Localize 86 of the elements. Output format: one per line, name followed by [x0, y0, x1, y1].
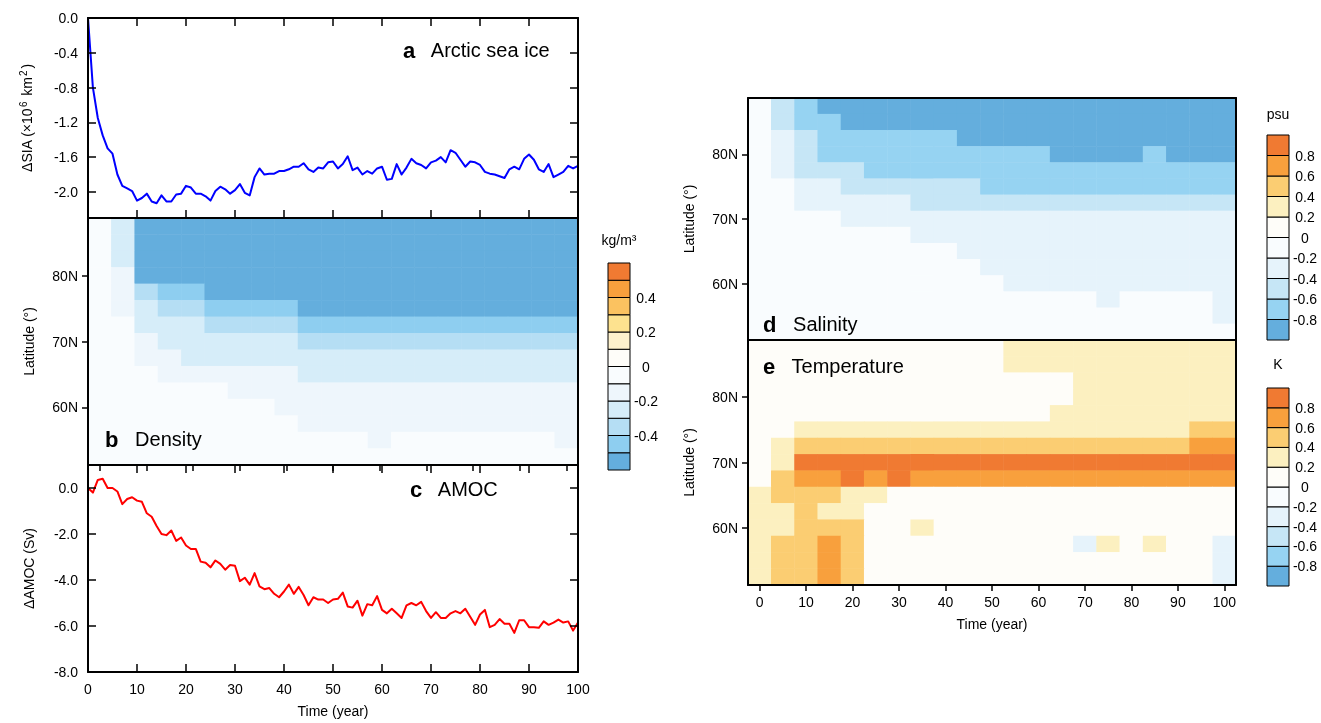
text: Density: [118, 428, 202, 450]
x-tick-label: 0: [755, 594, 764, 610]
color-bar-label: -0.6: [1292, 291, 1318, 307]
x-tick-label: 20: [844, 594, 861, 610]
color-bar-title: K: [1273, 356, 1284, 372]
color-bar-label: -0.6: [1292, 538, 1318, 555]
x-tick-label: 70: [1077, 594, 1093, 610]
y-tick-label: 80N: [52, 267, 78, 284]
x-tick-label: 80: [472, 681, 488, 697]
color-bar-label: 0.2: [1295, 459, 1315, 476]
x-tick-label: 90: [1170, 594, 1186, 610]
x-tick-label: 50: [984, 594, 1000, 610]
color-bar-label: 0.4: [1295, 188, 1315, 205]
color-bar-label: 0.6: [1295, 168, 1315, 184]
x-tick-label: 30: [891, 594, 908, 610]
y-tick-label: -4.0: [53, 572, 79, 588]
x-tick-label: 40: [937, 594, 954, 610]
y-tick-label: -1.2: [53, 114, 79, 131]
y-tick-label: 70N: [52, 333, 78, 350]
x-tick-label: 30: [227, 681, 243, 697]
color-bar-label: -0.2: [1292, 250, 1318, 266]
y-tick-label: 80N: [712, 146, 738, 163]
color-bar-label: -0.2: [633, 393, 659, 409]
color-bar-label: 0.6: [1295, 419, 1315, 436]
color-bar-label: 0: [1301, 479, 1310, 495]
line-series: [87, 477, 579, 634]
color-bar-label: -0.4: [1292, 270, 1318, 287]
color-bar-label: 0.2: [1295, 209, 1315, 225]
annotation: c: [410, 476, 423, 502]
color-bar-label: 0.8: [1295, 399, 1315, 416]
x-tick-label: 40: [276, 681, 292, 697]
y-axis-title: ΔAMOC (Sv): [21, 528, 37, 609]
annotation: a: [403, 37, 416, 63]
text: Temperature: [775, 355, 904, 377]
color-bar-label: 0: [1301, 229, 1310, 246]
text: Arctic sea ice: [415, 39, 550, 61]
y-tick-label: 0.0: [58, 10, 79, 26]
y-tick-label: -2.0: [53, 183, 79, 200]
annotation: d: [763, 311, 777, 337]
x-tick-label: 90: [521, 681, 537, 697]
x-axis-title: Time (year): [956, 616, 1028, 632]
color-bar-title: kg/m³: [601, 232, 637, 248]
x-tick-label: 60: [1030, 594, 1047, 610]
y-tick-label: 60N: [712, 519, 738, 536]
color-bar-label: 0.4: [1295, 439, 1315, 456]
y-tick-label: 70N: [712, 454, 738, 471]
x-tick-label: 60: [374, 681, 390, 697]
color-bar-label: 0.4: [636, 289, 656, 306]
y-axis-title: Latitude (°): [681, 428, 697, 497]
y-tick-label: 60N: [712, 275, 738, 292]
color-bar-label: 0.2: [636, 324, 656, 340]
y-tick-label: -2.0: [53, 526, 79, 542]
x-axis-title: Time (year): [297, 703, 369, 719]
x-tick-label: 80: [1123, 594, 1140, 610]
annotation: e: [763, 353, 776, 379]
x-tick-label: 100: [566, 681, 590, 697]
x-tick-label: 10: [129, 681, 145, 697]
text: AMOC: [422, 478, 498, 500]
color-bar-label: 0: [642, 358, 651, 375]
y-tick-label: 80N: [712, 389, 738, 406]
y-tick-label: -0.4: [53, 44, 79, 61]
y-tick-label: -6.0: [53, 618, 79, 634]
color-bar-label: -0.4: [633, 427, 659, 444]
color-bar-label: -0.2: [1292, 498, 1318, 515]
color-bar-label: -0.8: [1292, 558, 1318, 575]
annotation: b: [105, 426, 119, 452]
y-tick-label: -8.0: [53, 664, 79, 680]
y-tick-label: -1.6: [53, 149, 79, 166]
x-tick-label: 0: [84, 681, 93, 697]
y-axis-title: Latitude (°): [21, 307, 37, 376]
color-bar-label: -0.4: [1292, 518, 1318, 535]
x-tick-label: 20: [178, 681, 194, 697]
text: Salinity: [776, 313, 858, 335]
x-tick-label: 100: [1212, 594, 1237, 610]
y-tick-label: 0.0: [58, 480, 79, 496]
color-bar-title: psu: [1266, 106, 1290, 122]
x-tick-label: 70: [423, 681, 439, 697]
color-bar-label: 0.8: [1295, 147, 1315, 164]
y-axis-title: ΔSIA (×106 km2): [17, 63, 35, 172]
y-tick-label: 60N: [52, 399, 78, 416]
x-tick-label: 10: [798, 594, 815, 610]
x-tick-label: 50: [325, 681, 341, 697]
color-bar-label: -0.8: [1292, 311, 1318, 328]
y-tick-label: 70N: [712, 211, 738, 227]
y-axis-title: Latitude (°): [681, 184, 697, 254]
y-tick-label: -0.8: [53, 79, 79, 96]
